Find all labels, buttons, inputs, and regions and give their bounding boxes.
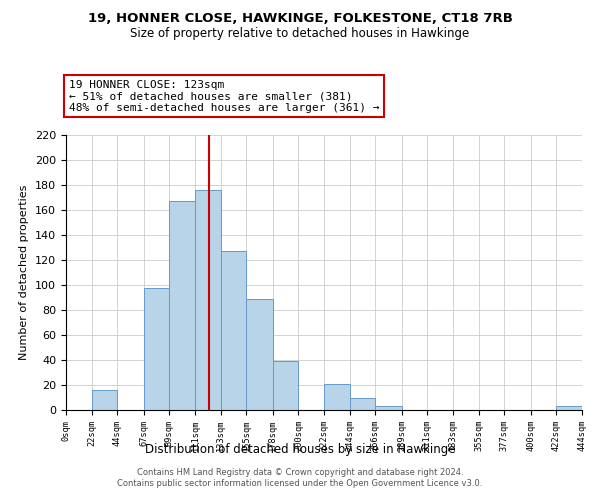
Bar xyxy=(350,398,375,410)
Bar xyxy=(144,288,169,410)
Bar xyxy=(221,251,246,410)
Bar xyxy=(169,201,195,410)
Bar xyxy=(556,406,582,410)
Text: 19 HONNER CLOSE: 123sqm
← 51% of detached houses are smaller (381)
48% of semi-d: 19 HONNER CLOSE: 123sqm ← 51% of detache… xyxy=(68,80,379,113)
Bar xyxy=(92,390,117,410)
Bar xyxy=(324,384,350,410)
Text: Contains HM Land Registry data © Crown copyright and database right 2024.
Contai: Contains HM Land Registry data © Crown c… xyxy=(118,468,482,487)
Bar xyxy=(195,190,221,410)
Text: Size of property relative to detached houses in Hawkinge: Size of property relative to detached ho… xyxy=(130,28,470,40)
Text: 19, HONNER CLOSE, HAWKINGE, FOLKESTONE, CT18 7RB: 19, HONNER CLOSE, HAWKINGE, FOLKESTONE, … xyxy=(88,12,512,26)
Y-axis label: Number of detached properties: Number of detached properties xyxy=(19,185,29,360)
Bar xyxy=(246,298,273,410)
Text: Distribution of detached houses by size in Hawkinge: Distribution of detached houses by size … xyxy=(145,442,455,456)
Bar xyxy=(273,361,298,410)
Bar xyxy=(375,406,402,410)
